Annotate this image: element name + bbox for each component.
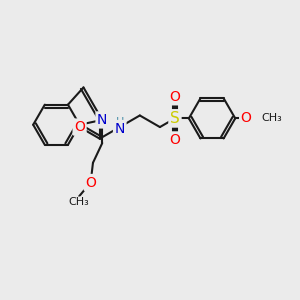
- Text: CH₃: CH₃: [262, 113, 283, 123]
- Text: O: O: [74, 120, 85, 134]
- Text: H: H: [116, 117, 124, 127]
- Text: CH₃: CH₃: [69, 197, 89, 207]
- Text: N: N: [97, 113, 107, 127]
- Text: O: O: [169, 133, 180, 147]
- Text: O: O: [85, 176, 96, 190]
- Text: O: O: [169, 90, 180, 104]
- Text: N: N: [115, 122, 125, 136]
- Text: O: O: [241, 111, 252, 125]
- Text: S: S: [170, 111, 180, 126]
